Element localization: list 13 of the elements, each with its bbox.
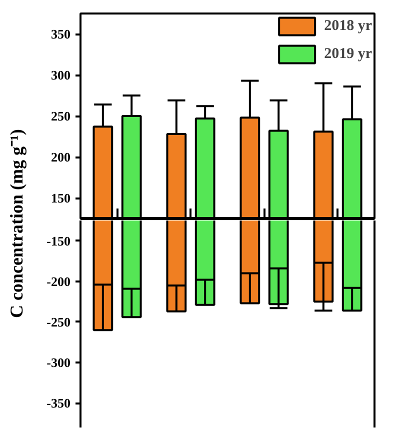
y-tick-label: -200 bbox=[46, 274, 71, 289]
y-tick-label: 200 bbox=[51, 150, 70, 164]
legend-label: 2019 yr bbox=[324, 46, 372, 62]
y-tick-label: -350 bbox=[46, 396, 71, 411]
legend-label: 2018 yr bbox=[324, 18, 372, 34]
y-tick-label: 300 bbox=[51, 68, 70, 82]
y-tick-label: 150 bbox=[51, 190, 70, 206]
y-tick-label: 350 bbox=[51, 26, 70, 42]
y-tick-label: -300 bbox=[46, 355, 71, 370]
y-tick-label: -150 bbox=[46, 233, 71, 248]
y-tick-label: -250 bbox=[46, 314, 71, 330]
y-tick-label: 250 bbox=[51, 108, 70, 124]
y-axis-title: C concentration (mg g⁻¹) bbox=[6, 130, 28, 318]
